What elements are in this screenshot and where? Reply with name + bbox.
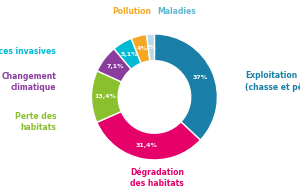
Text: Exploitation
(chasse et pêche): Exploitation (chasse et pêche): [245, 71, 300, 92]
Text: 7,1%: 7,1%: [106, 64, 124, 69]
Text: Maladies: Maladies: [158, 7, 196, 16]
Wedge shape: [92, 71, 122, 122]
Wedge shape: [131, 35, 150, 63]
Text: Changement
climatique: Changement climatique: [1, 72, 56, 92]
Text: 2%: 2%: [146, 45, 157, 50]
Wedge shape: [114, 38, 141, 69]
Wedge shape: [97, 112, 200, 160]
Text: 13,4%: 13,4%: [94, 94, 116, 99]
Text: Dégradation
des habitats: Dégradation des habitats: [130, 167, 184, 188]
Text: 37%: 37%: [192, 75, 208, 80]
Wedge shape: [97, 49, 131, 82]
Text: 4%: 4%: [137, 46, 148, 51]
Text: 31,4%: 31,4%: [135, 143, 157, 148]
Text: 5,1%: 5,1%: [120, 52, 138, 57]
Text: Pollution: Pollution: [112, 7, 151, 16]
Wedge shape: [154, 34, 218, 140]
Text: Perte des
habitats: Perte des habitats: [15, 112, 56, 132]
Wedge shape: [147, 34, 154, 61]
Text: Espèces invasives: Espèces invasives: [0, 47, 56, 56]
